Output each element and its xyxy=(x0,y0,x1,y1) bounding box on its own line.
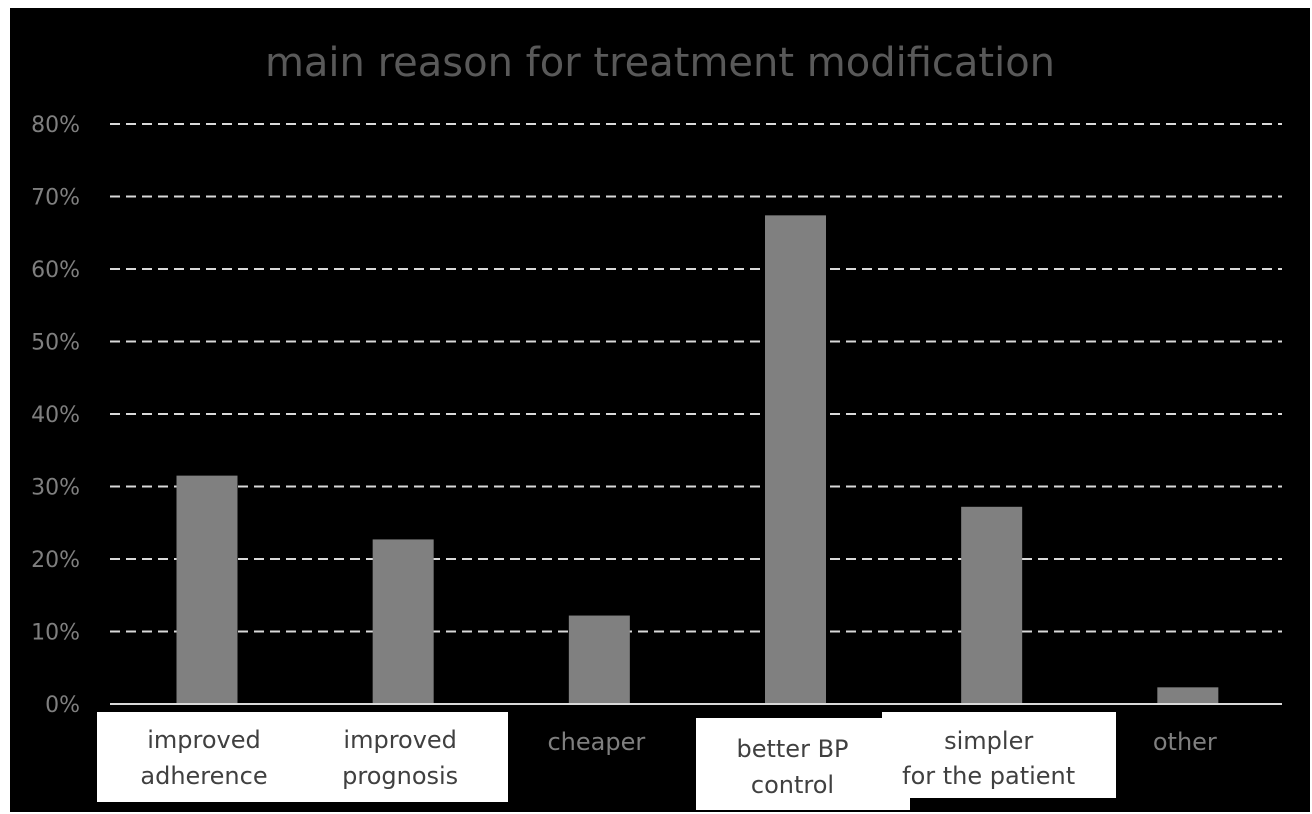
bar xyxy=(568,615,630,704)
x-tick-label: improved xyxy=(343,726,457,754)
x-tick-label: prognosis xyxy=(342,762,458,790)
x-tick-label: for the patient xyxy=(902,762,1075,790)
category-label-box xyxy=(882,712,1116,798)
y-tick-label: 0% xyxy=(45,693,80,718)
x-tick-label: control xyxy=(751,771,834,799)
category-label-box xyxy=(97,712,508,802)
y-tick-label: 40% xyxy=(31,403,80,428)
bars xyxy=(176,215,1219,704)
y-tick-label: 10% xyxy=(31,621,80,646)
y-axis-ticks: 0% 10% 20% 30% 40% 50% 60% 70% 80% xyxy=(31,113,80,718)
y-tick-label: 20% xyxy=(31,548,80,573)
x-tick-label: other xyxy=(1153,728,1217,756)
x-tick-label: cheaper xyxy=(547,728,645,756)
gridlines xyxy=(110,123,1282,633)
bar xyxy=(372,539,434,704)
y-tick-label: 80% xyxy=(31,113,80,138)
y-tick-label: 50% xyxy=(31,331,80,356)
x-tick-label: improved xyxy=(147,726,261,754)
bar xyxy=(961,506,1023,704)
bar xyxy=(765,215,826,704)
y-tick-label: 30% xyxy=(31,476,80,501)
bar xyxy=(1157,687,1219,704)
chart-title: main reason for treatment modification xyxy=(265,40,1055,86)
bar xyxy=(176,475,238,704)
category-label-box xyxy=(696,718,910,810)
y-tick-label: 60% xyxy=(31,258,80,283)
x-tick-label: adherence xyxy=(140,762,267,790)
category-labels: improved adherence improved prognosis cheape… xyxy=(97,712,1217,810)
x-tick-label: simpler xyxy=(944,727,1033,755)
x-tick-label: better BP xyxy=(736,735,848,763)
y-tick-label: 70% xyxy=(31,186,80,211)
